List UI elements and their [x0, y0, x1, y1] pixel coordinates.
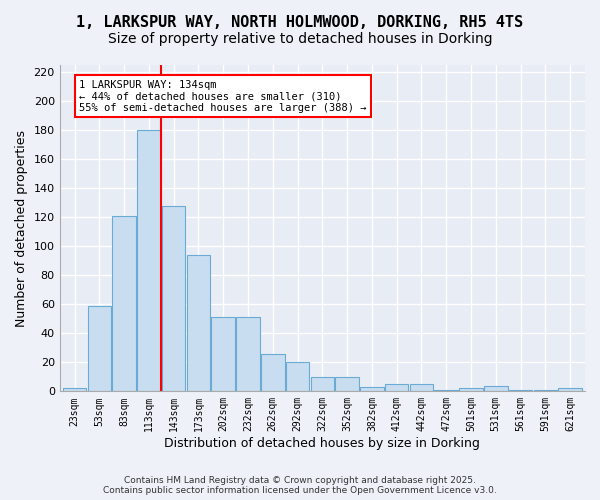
Bar [261, 354, 284, 392]
Text: Contains HM Land Registry data © Crown copyright and database right 2025.
Contai: Contains HM Land Registry data © Crown c… [103, 476, 497, 495]
Bar [211, 318, 235, 392]
Bar [360, 387, 383, 392]
Bar [533, 390, 557, 392]
Bar [335, 377, 359, 392]
Bar [434, 390, 458, 392]
Bar [187, 255, 210, 392]
Bar [286, 362, 310, 392]
Bar [509, 390, 532, 392]
Bar [559, 388, 582, 392]
Bar [63, 388, 86, 392]
Bar [311, 377, 334, 392]
Text: 1 LARKSPUR WAY: 134sqm
← 44% of detached houses are smaller (310)
55% of semi-de: 1 LARKSPUR WAY: 134sqm ← 44% of detached… [79, 80, 367, 112]
Bar [88, 306, 111, 392]
Bar [112, 216, 136, 392]
Bar [484, 386, 508, 392]
Bar [385, 384, 409, 392]
Text: 1, LARKSPUR WAY, NORTH HOLMWOOD, DORKING, RH5 4TS: 1, LARKSPUR WAY, NORTH HOLMWOOD, DORKING… [76, 15, 524, 30]
Bar [459, 388, 483, 392]
Bar [137, 130, 161, 392]
Text: Size of property relative to detached houses in Dorking: Size of property relative to detached ho… [107, 32, 493, 46]
Bar [410, 384, 433, 392]
Bar [162, 206, 185, 392]
Y-axis label: Number of detached properties: Number of detached properties [15, 130, 28, 326]
Bar [236, 318, 260, 392]
X-axis label: Distribution of detached houses by size in Dorking: Distribution of detached houses by size … [164, 437, 480, 450]
